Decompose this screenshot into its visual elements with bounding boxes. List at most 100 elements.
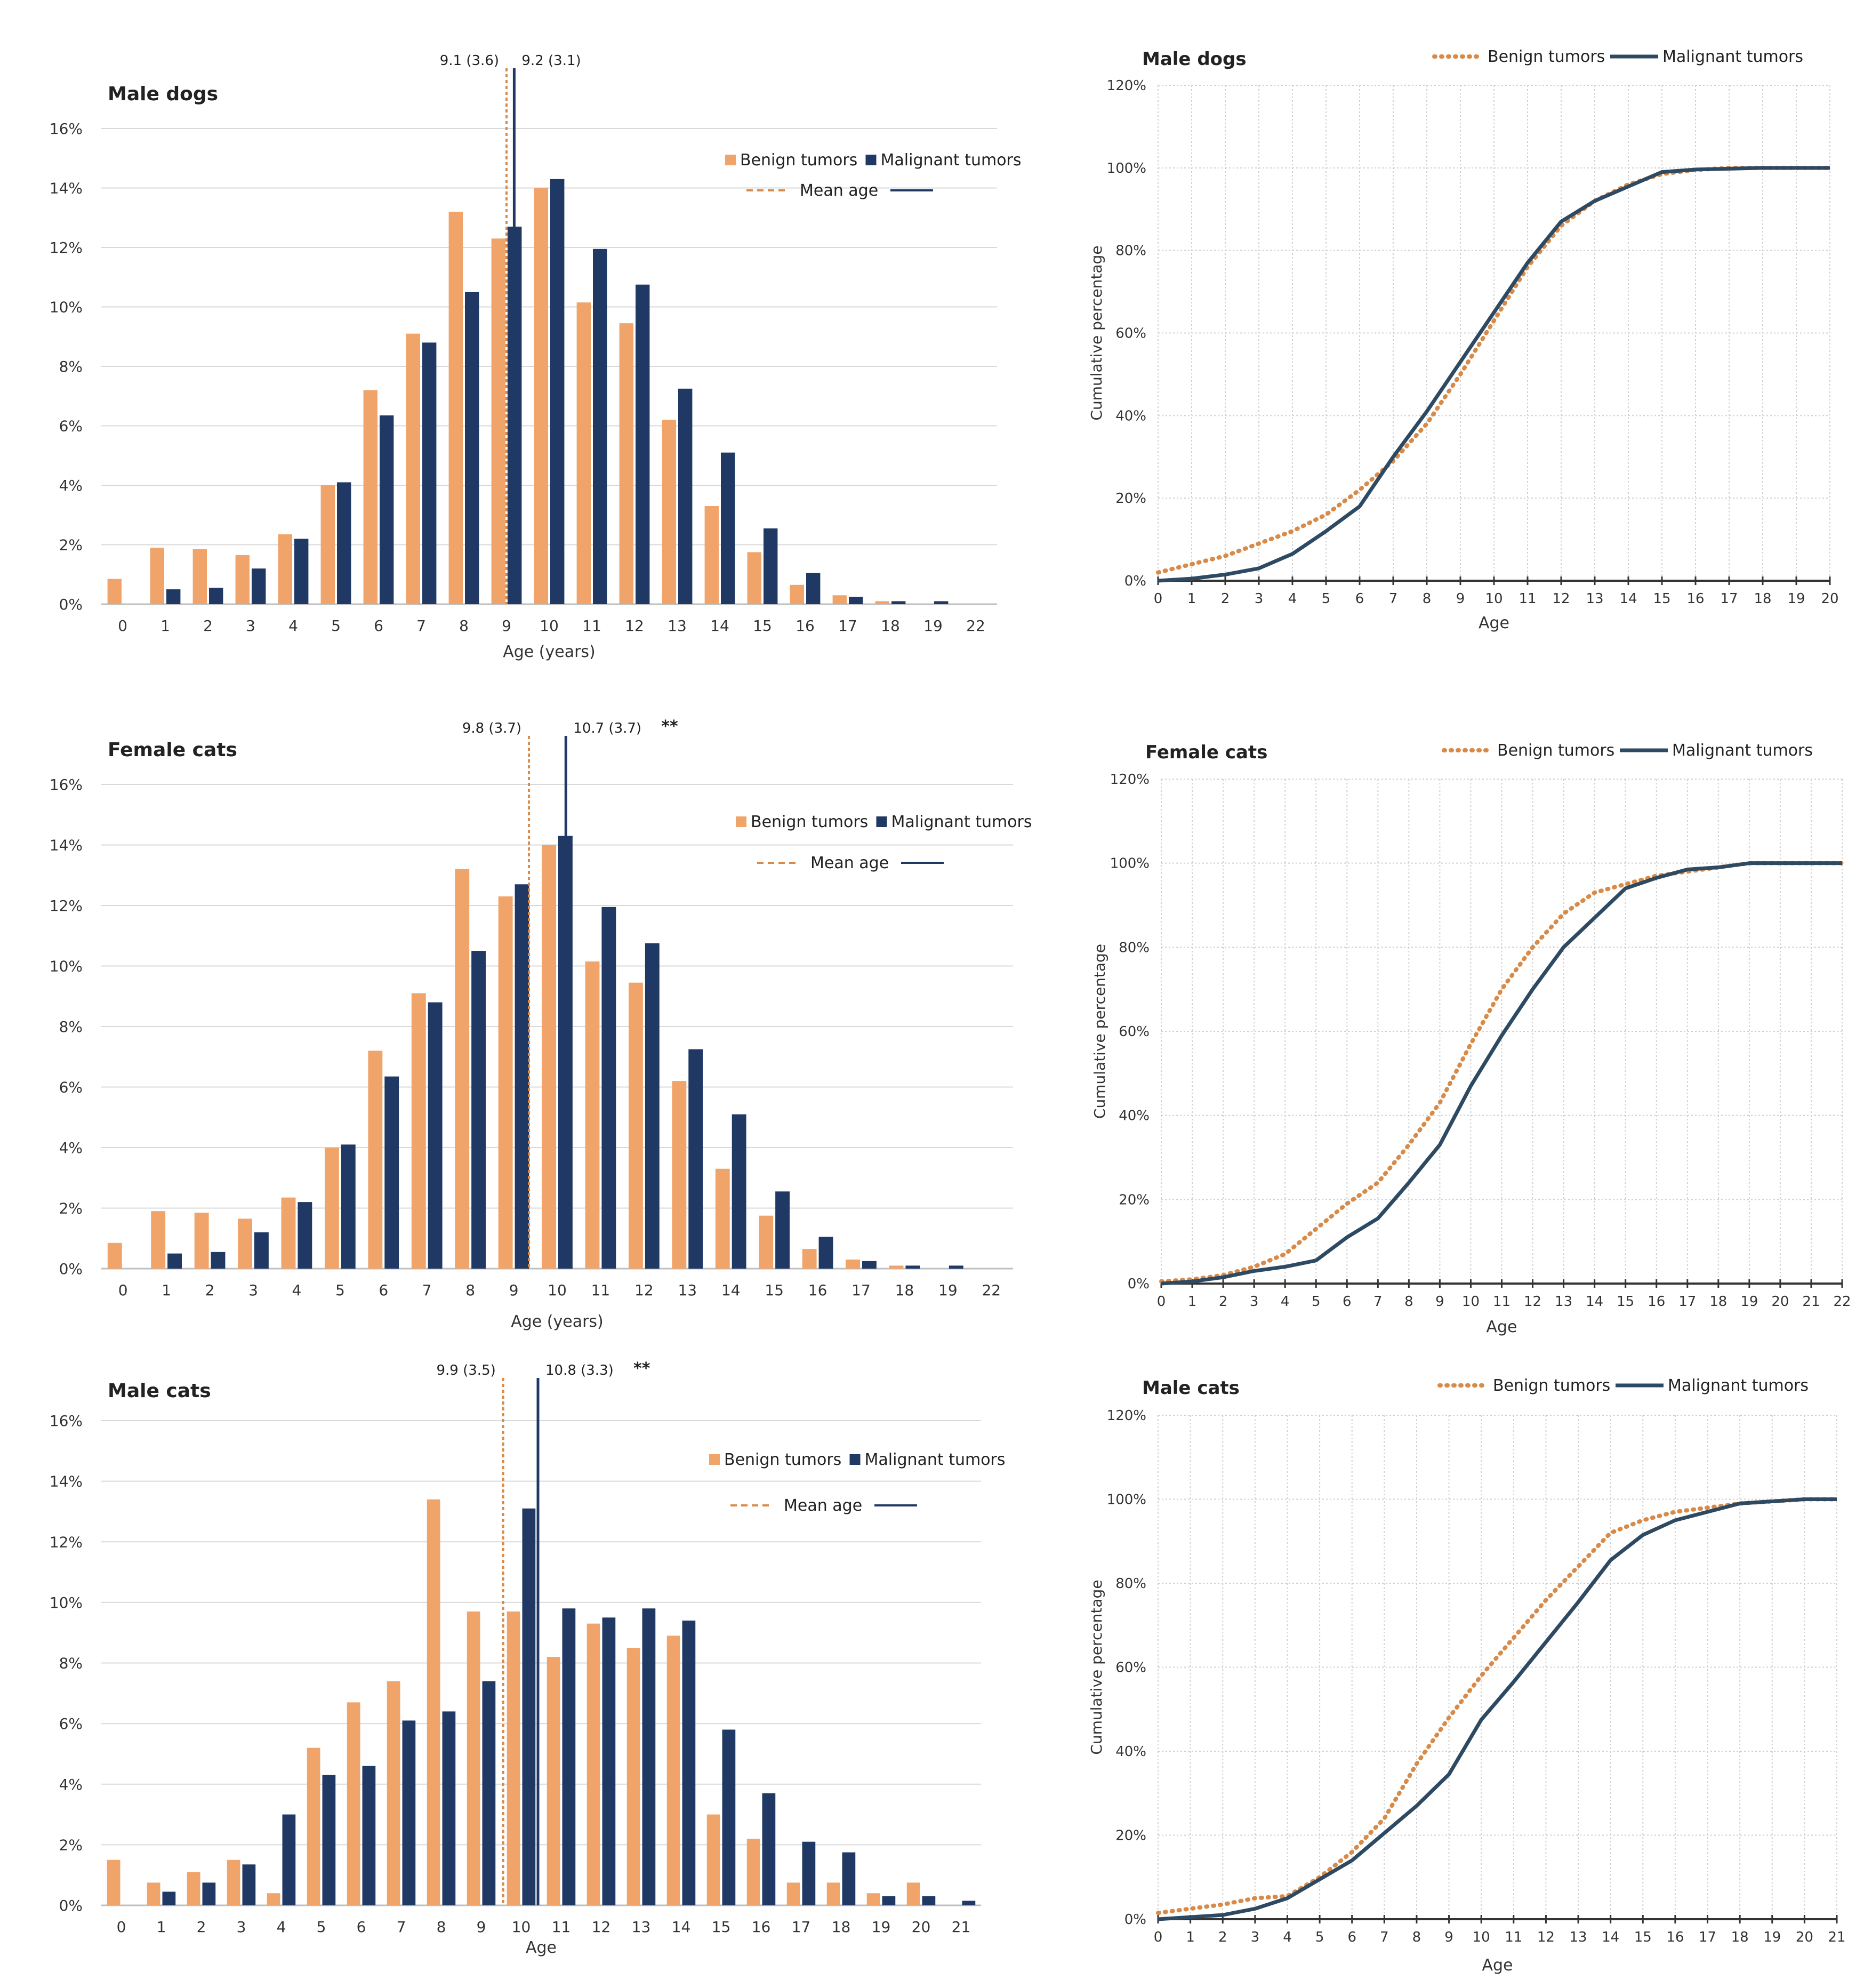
x-tick-label: 1 (1187, 591, 1196, 607)
x-tick-label: 11 (1505, 1929, 1522, 1945)
bar-malignant-2 (202, 1882, 216, 1905)
x-tick-label: 3 (246, 617, 255, 635)
y-tick-label: 0% (1124, 1912, 1146, 1928)
x-axis-label: Age (1479, 614, 1509, 632)
y-tick-label: 8% (59, 1018, 83, 1036)
legend-label-mean: Mean age (784, 1496, 862, 1515)
bar-benign-12 (586, 1623, 600, 1905)
bar-malignant-9 (515, 884, 529, 1269)
x-tick-label: 17 (851, 1281, 871, 1299)
bar-malignant-7 (422, 342, 437, 604)
bar-malignant-13 (642, 1608, 656, 1905)
x-tick-label: 4 (1288, 591, 1297, 607)
bar-benign-1 (150, 548, 164, 604)
bar-malignant-11 (562, 1608, 576, 1905)
x-tick-label: 8 (1423, 591, 1432, 607)
bar-benign-11 (576, 302, 591, 604)
legend-label-malignant: Malignant tumors (881, 151, 1022, 170)
x-tick-label: 19 (1763, 1929, 1781, 1945)
x-tick-label: 14 (721, 1281, 741, 1299)
legend-label-benign: Benign tumors (1488, 47, 1605, 66)
bar-benign-2 (192, 549, 207, 604)
x-tick-label: 18 (1709, 1294, 1727, 1310)
bar-benign-16 (790, 584, 804, 604)
y-tick-label: 4% (59, 1139, 83, 1157)
bar-benign-3 (238, 1219, 252, 1269)
bar-benign-10 (534, 188, 548, 604)
bar-malignant-14 (682, 1620, 696, 1905)
x-tick-label: 6 (357, 1918, 366, 1936)
bar-benign-13 (662, 420, 676, 604)
x-axis-label: Age (years) (503, 643, 596, 661)
legend-label-malignant: Malignant tumors (1672, 741, 1813, 760)
x-tick-label: 17 (838, 617, 857, 635)
y-tick-label: 100% (1107, 161, 1146, 177)
bar-malignant-16 (818, 1237, 833, 1269)
x-tick-label: 3 (1250, 1294, 1259, 1310)
chart-svg: 0%2%4%6%8%10%12%14%16%0 1 2 3 4 5 6 7 8 9 10 11 12 13… (50, 1359, 1006, 1957)
x-tick-label: 15 (1617, 1294, 1634, 1310)
bar-malignant-18 (905, 1265, 920, 1269)
chart-title: Male cats (1142, 1377, 1240, 1399)
x-tick-label: 5 (1322, 591, 1331, 607)
x-tick-label: 11 (591, 1281, 610, 1299)
chart-title: Male dogs (1142, 49, 1247, 70)
legend-label-benign: Benign tumors (724, 1450, 841, 1469)
bar-malignant-17 (862, 1261, 877, 1269)
x-tick-label: 18 (895, 1281, 914, 1299)
x-tick-label: 14 (1602, 1929, 1619, 1945)
cumulative-chart-female-cats: 0% 20% 40% 60% 80% 100% 120% 0 1 2 3 4 5 6 7 8 9 10 11 12 13… (1066, 677, 1872, 1336)
x-tick-label: 10 (1485, 591, 1503, 607)
bar-malignant-1 (162, 1891, 176, 1905)
x-tick-label: 4 (277, 1918, 286, 1936)
mean-label-malignant: 10.8 (3.3) (545, 1362, 614, 1378)
y-tick-label: 14% (50, 180, 83, 197)
bar-benign-13 (626, 1648, 640, 1905)
y-tick-label: 2% (59, 1200, 83, 1217)
bar-benign-4 (281, 1197, 296, 1269)
x-tick-label: 15 (1634, 1929, 1652, 1945)
x-tick-label: 15 (1653, 591, 1670, 607)
x-tick-label: 10 (548, 1281, 567, 1299)
legend-swatch-benign (725, 155, 736, 165)
bar-chart-male-dogs: 0% 2% 4% 6% 8% 10% 12% 14% 16% 0 1 2 3 4 5 6 7 8 9 10 11 12 13… (0, 0, 1066, 677)
x-tick-label: 10 (1473, 1929, 1490, 1945)
bar-malignant-10 (550, 179, 565, 604)
x-tick-label: 1 (1186, 1929, 1195, 1945)
x-tick-label: 1 (160, 617, 170, 635)
y-tick-label: 20% (1119, 1192, 1150, 1208)
y-axis-label: Cumulative percentage (1088, 245, 1105, 420)
x-tick-label: 9 (477, 1918, 486, 1936)
legend-label-mean: Mean age (810, 854, 889, 872)
x-tick-label: 11 (582, 617, 601, 635)
bar-benign-10 (542, 845, 556, 1269)
bar-malignant-6 (362, 1766, 376, 1905)
y-tick-label: 40% (1115, 408, 1146, 424)
y-tick-label: 10% (50, 958, 83, 975)
series-line-benign (1156, 165, 1832, 575)
bar-malignant-4 (294, 539, 309, 604)
bar-benign-7 (387, 1681, 400, 1905)
x-tick-label: 14 (1586, 1294, 1603, 1310)
bar-benign-9 (498, 896, 513, 1269)
bar-benign-7 (406, 333, 420, 604)
bar-benign-15 (747, 552, 761, 604)
x-tick-label: 4 (288, 617, 298, 635)
x-tick-label: 2 (197, 1918, 206, 1936)
legend-swatch-malignant (849, 1454, 861, 1465)
legend-label-mean: Mean age (800, 181, 878, 200)
bar-malignant-4 (298, 1202, 312, 1269)
x-tick-label: 9 (1456, 591, 1465, 607)
legend-label-malignant: Malignant tumors (1662, 47, 1803, 66)
x-tick-label: 16 (808, 1281, 827, 1299)
bar-malignant-1 (167, 1253, 182, 1269)
x-tick-label: 1 (1188, 1294, 1197, 1310)
bar-malignant-16 (806, 573, 821, 604)
series-line-malignant (1158, 166, 1830, 583)
x-tick-label: 19 (923, 617, 943, 635)
mean-label-benign: 9.9 (3.5) (437, 1362, 496, 1378)
x-tick-label: 22 (1833, 1294, 1851, 1310)
bar-malignant-15 (775, 1191, 790, 1269)
x-tick-label: 3 (237, 1918, 246, 1936)
legend-label-benign: Benign tumors (1497, 741, 1614, 760)
